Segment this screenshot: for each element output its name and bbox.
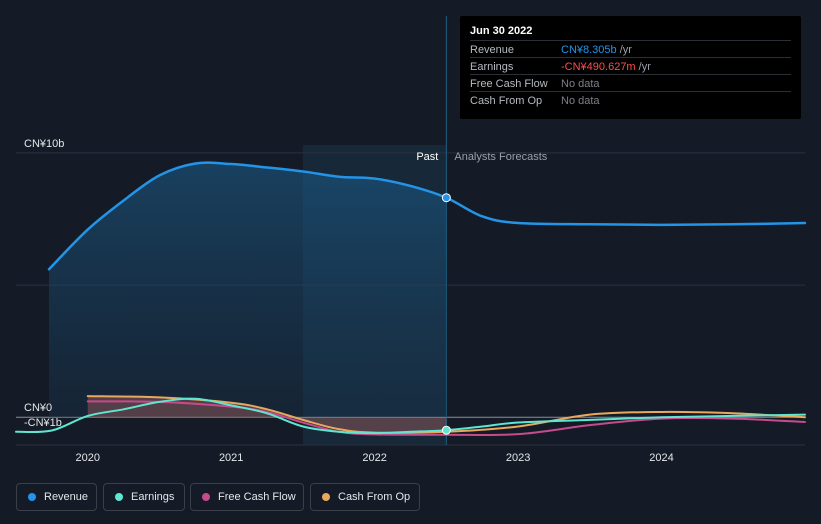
past-label: Past: [416, 151, 438, 163]
free-cash-flow-dot-icon: [202, 493, 210, 501]
tooltip-value-earnings: -CN¥490.627m /yr: [561, 61, 651, 73]
legend-free-cash-flow[interactable]: Free Cash Flow: [190, 483, 304, 511]
legend-label: Revenue: [44, 491, 89, 503]
legend-label: Free Cash Flow: [218, 491, 296, 503]
y-tick-label: CN¥10b: [24, 138, 64, 150]
earnings-dot-icon: [115, 493, 123, 501]
tooltip-row-free-cash-flow: Free Cash Flow No data: [470, 74, 791, 92]
revenue-dot-icon: [28, 493, 36, 501]
x-tick-label: 2021: [219, 452, 243, 464]
legend-label: Cash From Op: [338, 491, 411, 503]
legend-cash-from-op[interactable]: Cash From Op: [310, 483, 420, 511]
tooltip-label: Revenue: [470, 44, 515, 56]
x-tick-label: 2023: [506, 452, 530, 464]
tooltip-value-cash-from-op: No data: [561, 95, 600, 107]
earnings-point-marker: [441, 425, 451, 435]
tooltip: Jun 30 2022 Revenue CN¥8.305b /yr Earnin…: [460, 16, 801, 119]
forecast-label: Analysts Forecasts: [454, 151, 547, 163]
y-tick-label: CN¥0: [24, 402, 52, 414]
tooltip-label: Earnings: [470, 61, 514, 73]
earnings-series-line: [15, 397, 806, 435]
x-tick-label: 2020: [75, 452, 99, 464]
tooltip-row-earnings: Earnings -CN¥490.627m /yr: [470, 57, 791, 75]
tooltip-label: Free Cash Flow: [470, 78, 548, 90]
tooltip-label: Cash From Op: [470, 95, 543, 107]
legend-earnings[interactable]: Earnings: [103, 483, 185, 511]
tooltip-value-revenue: CN¥8.305b /yr: [561, 44, 632, 56]
x-tick-label: 2022: [362, 452, 386, 464]
legend-revenue[interactable]: Revenue: [16, 483, 97, 511]
free-cash-flow-series-line: [86, 400, 806, 437]
cash-from-op-area: [87, 396, 447, 433]
legend-label: Earnings: [131, 491, 175, 503]
tooltip-date: Jun 30 2022: [470, 25, 533, 37]
cash-from-op-dot-icon: [322, 493, 330, 501]
y-tick-label: -CN¥1b: [24, 417, 62, 429]
tooltip-value-free-cash-flow: No data: [561, 78, 600, 90]
revenue-area: [48, 162, 447, 418]
tooltip-row-cash-from-op: Cash From Op No data: [470, 91, 791, 109]
revenue-series-line: [47, 161, 807, 271]
tooltip-row-revenue: Revenue CN¥8.305b /yr: [470, 40, 791, 58]
revenue-point-marker: [441, 193, 451, 203]
x-tick-label: 2024: [649, 452, 673, 464]
